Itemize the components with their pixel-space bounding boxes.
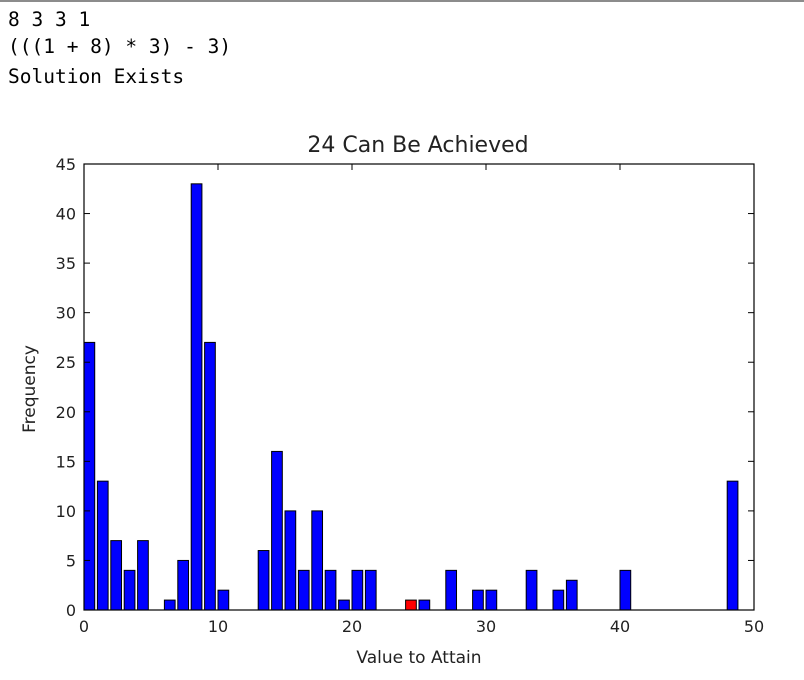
bar [565, 579, 578, 611]
bar [190, 183, 203, 611]
bar [324, 569, 337, 611]
bar [351, 569, 364, 611]
console-output: 8 3 3 1 (((1 + 8) * 3) - 3) Solution Exi… [8, 7, 231, 92]
x-tick-label: 0 [79, 617, 89, 636]
y-tick-label: 5 [66, 551, 76, 570]
y-tick-label: 20 [56, 403, 76, 422]
bar [726, 480, 739, 611]
bar [137, 540, 149, 611]
console-result-message: Solution Exists [8, 65, 185, 88]
bar [552, 589, 565, 611]
bar [163, 599, 176, 611]
bar [338, 599, 350, 611]
x-axis-label: Value to Attain [356, 648, 481, 668]
bar [177, 559, 190, 611]
y-tick-label: 45 [56, 155, 76, 174]
y-tick-label: 30 [56, 304, 76, 323]
chart-title: 24 Can Be Achieved [307, 133, 528, 158]
bar [83, 341, 96, 611]
bar [485, 589, 498, 611]
bar-target-value [405, 599, 417, 611]
y-tick-label: 35 [56, 254, 76, 273]
ticks-layer: 0 10 20 30 40 50 0 5 10 15 20 25 30 35 40 45 [56, 155, 765, 636]
y-tick-label: 10 [56, 502, 76, 521]
bar [284, 510, 297, 611]
bar [525, 569, 538, 611]
bar [418, 599, 431, 611]
bar [257, 550, 270, 611]
bar [619, 569, 632, 611]
plot-frame [83, 163, 755, 611]
y-tick-label: 40 [56, 205, 76, 224]
bar [96, 480, 109, 611]
console-input-numbers: 8 3 3 1 [8, 8, 91, 31]
bar [297, 569, 310, 611]
x-tick-label: 40 [610, 617, 630, 636]
y-tick-label: 15 [56, 452, 76, 471]
bar [217, 589, 230, 611]
window-top-border [0, 0, 804, 2]
y-tick-label: 25 [56, 353, 76, 372]
bar [110, 540, 123, 611]
x-tick-label: 30 [476, 617, 496, 636]
bar [445, 569, 458, 611]
x-tick-label: 10 [208, 617, 228, 636]
bar [472, 589, 484, 611]
x-tick-label: 50 [744, 617, 764, 636]
bar [271, 450, 283, 611]
bar [123, 569, 136, 611]
console-expression: (((1 + 8) * 3) - 3) [8, 35, 232, 58]
x-tick-label: 20 [342, 617, 362, 636]
bar [204, 341, 216, 611]
bars-layer [83, 183, 739, 611]
bar [364, 569, 377, 611]
bar [311, 510, 324, 611]
y-axis-label: Frequency [20, 345, 40, 433]
y-tick-label: 0 [66, 601, 76, 620]
